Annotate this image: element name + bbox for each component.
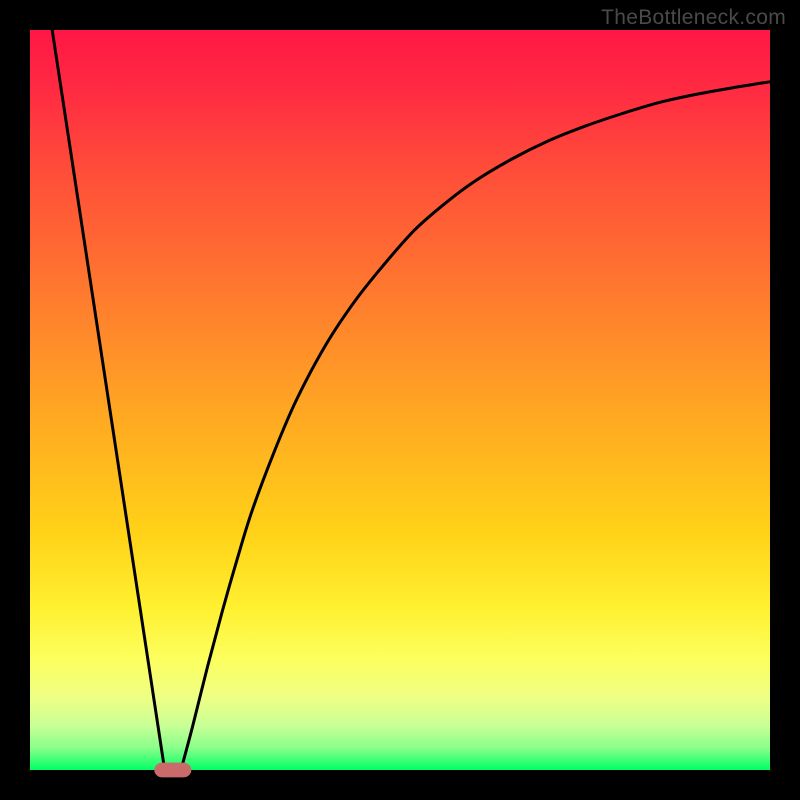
watermark-text: TheBottleneck.com: [601, 6, 786, 30]
plot-gradient-background: [30, 30, 770, 770]
chart-svg: [0, 0, 800, 800]
bottleneck-chart: TheBottleneck.com: [0, 0, 800, 800]
optimum-marker: [154, 763, 191, 778]
